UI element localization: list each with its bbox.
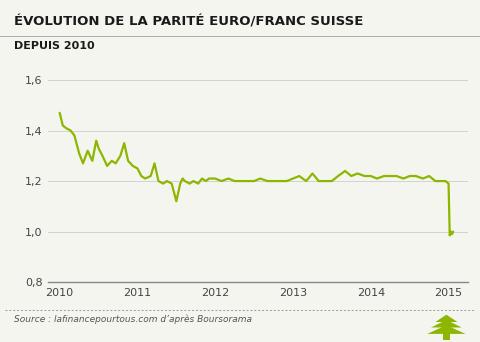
Polygon shape	[431, 320, 462, 328]
Polygon shape	[435, 315, 457, 322]
Text: Source : lafinancepourtous.com d’après Boursorama: Source : lafinancepourtous.com d’après B…	[14, 315, 252, 324]
FancyBboxPatch shape	[443, 332, 450, 340]
Text: ÉVOLUTION DE LA PARITÉ EURO/FRANC SUISSE: ÉVOLUTION DE LA PARITÉ EURO/FRANC SUISSE	[14, 15, 364, 28]
Polygon shape	[427, 325, 466, 334]
Text: DEPUIS 2010: DEPUIS 2010	[14, 41, 95, 51]
